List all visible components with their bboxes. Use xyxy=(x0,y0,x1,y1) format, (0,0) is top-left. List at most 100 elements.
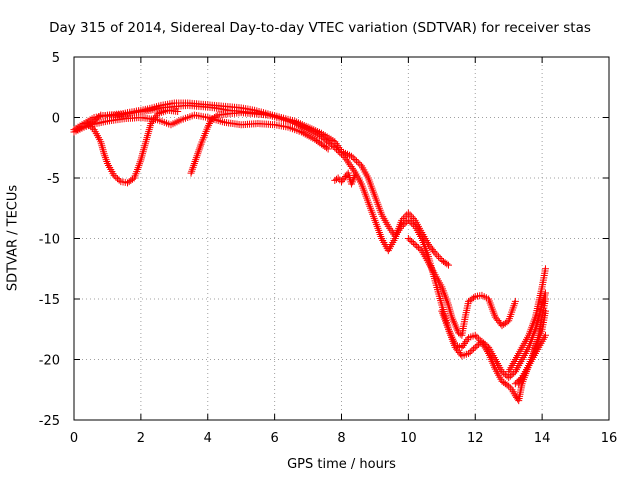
data-point-marker xyxy=(348,164,356,172)
x-tick-label: 2 xyxy=(137,431,145,446)
data-point-marker xyxy=(413,242,421,250)
y-axis-title-text: SDTVAR / TECUs xyxy=(5,184,21,292)
series-track xyxy=(511,307,549,388)
data-point-marker xyxy=(174,107,182,115)
x-axis-tick-labels: 0 2 4 6 8 10 12 14 16 xyxy=(70,431,617,446)
data-series xyxy=(70,99,549,405)
data-point-marker xyxy=(501,371,509,379)
data-point-marker xyxy=(324,145,332,153)
data-point-marker xyxy=(505,374,513,382)
data-point-marker xyxy=(465,349,473,357)
data-point-marker xyxy=(351,172,359,180)
data-point-marker xyxy=(541,265,549,273)
data-point-marker xyxy=(322,144,330,152)
data-point-marker xyxy=(476,337,484,345)
data-point-marker xyxy=(348,152,356,160)
data-point-marker xyxy=(510,369,518,377)
data-point-marker xyxy=(505,382,513,390)
data-point-marker xyxy=(404,216,412,224)
data-point-marker xyxy=(115,176,123,184)
data-point-marker xyxy=(113,175,121,183)
data-point-marker xyxy=(332,175,340,183)
data-point-marker xyxy=(482,346,490,354)
data-point-marker xyxy=(353,157,361,165)
data-point-marker xyxy=(503,381,511,389)
data-point-marker xyxy=(478,339,486,347)
x-tick-label: 12 xyxy=(467,431,484,446)
y-tick-label: -20 xyxy=(39,354,60,369)
data-point-marker xyxy=(484,348,492,356)
data-point-marker xyxy=(411,241,419,249)
y-tick-label: 0 xyxy=(52,112,60,127)
data-point-marker xyxy=(401,219,409,227)
y-tick-label: -25 xyxy=(39,414,60,429)
data-point-marker xyxy=(350,166,358,174)
series-track xyxy=(404,235,519,339)
data-point-marker xyxy=(508,371,516,379)
data-point-marker xyxy=(398,222,406,230)
data-point-marker xyxy=(343,157,351,165)
chart-title: Day 315 of 2014, Sidereal Day-to-day VTE… xyxy=(49,20,591,36)
data-point-marker xyxy=(466,348,474,356)
data-point-marker xyxy=(347,163,355,171)
data-point-marker xyxy=(110,172,118,180)
data-point-marker xyxy=(515,377,523,385)
data-point-marker xyxy=(473,333,481,341)
series-track xyxy=(83,106,182,187)
data-point-marker xyxy=(409,221,417,229)
data-point-marker xyxy=(436,254,444,262)
y-tick-label: 5 xyxy=(52,51,60,66)
data-point-marker xyxy=(409,215,417,223)
data-point-marker xyxy=(346,161,354,169)
data-point-marker xyxy=(409,239,417,247)
data-point-marker xyxy=(506,384,514,392)
x-axis-title: GPS time / hours xyxy=(287,457,396,472)
data-point-marker xyxy=(406,236,414,244)
x-tick-label: 4 xyxy=(204,431,212,446)
x-tick-label: 10 xyxy=(400,431,417,446)
data-point-marker xyxy=(204,123,212,131)
data-point-marker xyxy=(513,378,521,386)
data-point-marker xyxy=(511,297,519,305)
x-tick-label: 16 xyxy=(601,431,618,446)
data-point-marker xyxy=(345,159,353,167)
data-point-marker xyxy=(506,372,514,380)
x-tick-label: 14 xyxy=(534,431,551,446)
y-axis-tick-labels: -25 -20 -15 -10 -5 0 5 xyxy=(39,51,60,429)
data-point-marker xyxy=(471,331,479,339)
axis-ticks xyxy=(73,56,610,421)
y-tick-label: -10 xyxy=(39,233,60,248)
series-track xyxy=(73,111,332,153)
y-tick-label: -15 xyxy=(39,293,60,308)
data-point-marker xyxy=(399,215,407,223)
data-point-marker xyxy=(408,219,416,227)
data-point-marker xyxy=(205,121,213,129)
data-point-marker xyxy=(264,111,272,119)
data-point-marker xyxy=(354,159,362,167)
data-point-marker xyxy=(404,235,412,242)
data-point-marker xyxy=(401,213,409,221)
data-point-marker xyxy=(443,260,451,268)
data-point-marker xyxy=(406,218,414,226)
data-point-marker xyxy=(480,342,488,350)
data-point-marker xyxy=(470,294,478,302)
data-point-marker xyxy=(349,154,357,162)
data-point-marker xyxy=(408,238,416,246)
data-point-marker xyxy=(416,245,424,253)
data-point-marker xyxy=(434,253,442,261)
data-point-marker xyxy=(408,213,416,221)
data-point-marker xyxy=(541,307,549,315)
data-point-marker xyxy=(473,342,481,350)
series-track xyxy=(187,109,272,177)
data-point-marker xyxy=(398,216,406,224)
data-point-marker xyxy=(511,380,519,388)
data-point-marker xyxy=(399,221,407,229)
data-point-marker xyxy=(414,244,422,252)
data-point-marker xyxy=(445,261,452,269)
x-tick-label: 0 xyxy=(70,431,78,446)
data-point-marker xyxy=(471,343,479,351)
data-point-marker xyxy=(479,340,487,348)
data-point-marker xyxy=(430,247,438,255)
data-point-marker xyxy=(541,295,549,303)
series-track xyxy=(331,169,359,188)
